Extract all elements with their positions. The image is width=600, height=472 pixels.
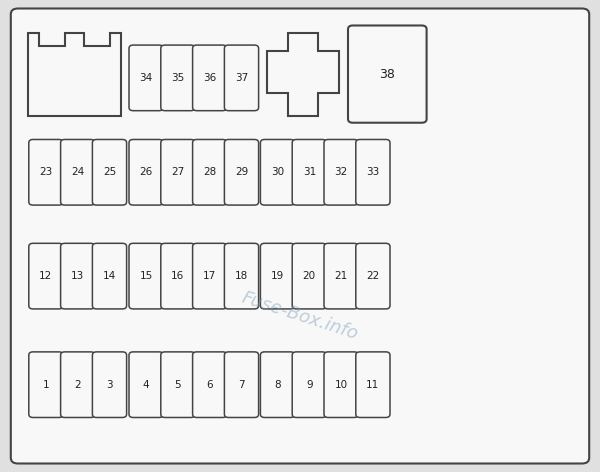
FancyBboxPatch shape	[61, 140, 95, 205]
Text: 35: 35	[171, 73, 185, 83]
FancyBboxPatch shape	[224, 244, 259, 309]
Polygon shape	[267, 33, 339, 116]
Text: 32: 32	[334, 167, 348, 177]
Text: 25: 25	[103, 167, 116, 177]
FancyBboxPatch shape	[224, 140, 259, 205]
Text: 11: 11	[366, 379, 380, 390]
FancyBboxPatch shape	[29, 244, 63, 309]
Text: 20: 20	[303, 271, 316, 281]
Text: 38: 38	[379, 67, 395, 81]
Text: 2: 2	[74, 379, 81, 390]
Text: 14: 14	[103, 271, 116, 281]
Text: 3: 3	[106, 379, 113, 390]
FancyBboxPatch shape	[193, 352, 227, 418]
FancyBboxPatch shape	[161, 140, 195, 205]
Text: 1: 1	[43, 379, 49, 390]
FancyBboxPatch shape	[61, 352, 95, 418]
FancyBboxPatch shape	[161, 244, 195, 309]
FancyBboxPatch shape	[129, 140, 163, 205]
Text: 18: 18	[235, 271, 248, 281]
Text: 26: 26	[139, 167, 153, 177]
FancyBboxPatch shape	[260, 140, 295, 205]
Text: 29: 29	[235, 167, 248, 177]
Text: 12: 12	[39, 271, 53, 281]
Text: 13: 13	[71, 271, 85, 281]
Text: 21: 21	[334, 271, 348, 281]
Text: 30: 30	[271, 167, 284, 177]
FancyBboxPatch shape	[292, 140, 326, 205]
Text: 19: 19	[271, 271, 284, 281]
Text: 24: 24	[71, 167, 85, 177]
FancyBboxPatch shape	[324, 140, 358, 205]
FancyBboxPatch shape	[92, 140, 127, 205]
FancyBboxPatch shape	[356, 244, 390, 309]
FancyBboxPatch shape	[260, 244, 295, 309]
Text: 23: 23	[39, 167, 53, 177]
FancyBboxPatch shape	[324, 244, 358, 309]
Text: 34: 34	[139, 73, 153, 83]
FancyBboxPatch shape	[193, 244, 227, 309]
Text: 31: 31	[302, 167, 316, 177]
FancyBboxPatch shape	[161, 352, 195, 418]
FancyBboxPatch shape	[356, 140, 390, 205]
FancyBboxPatch shape	[11, 8, 589, 464]
Text: 17: 17	[203, 271, 217, 281]
Text: 6: 6	[206, 379, 213, 390]
FancyBboxPatch shape	[224, 352, 259, 418]
FancyBboxPatch shape	[356, 352, 390, 418]
Text: 36: 36	[203, 73, 217, 83]
Text: 5: 5	[175, 379, 181, 390]
FancyBboxPatch shape	[29, 352, 63, 418]
Text: 10: 10	[335, 379, 347, 390]
FancyBboxPatch shape	[92, 244, 127, 309]
FancyBboxPatch shape	[260, 352, 295, 418]
Text: 15: 15	[139, 271, 153, 281]
Text: 22: 22	[366, 271, 380, 281]
Text: 33: 33	[366, 167, 380, 177]
Text: 9: 9	[306, 379, 313, 390]
Text: 16: 16	[171, 271, 185, 281]
FancyBboxPatch shape	[348, 25, 427, 123]
Text: 7: 7	[238, 379, 245, 390]
FancyBboxPatch shape	[292, 352, 326, 418]
FancyBboxPatch shape	[193, 140, 227, 205]
Text: 27: 27	[171, 167, 185, 177]
Text: 4: 4	[143, 379, 149, 390]
FancyBboxPatch shape	[161, 45, 195, 111]
Text: 28: 28	[203, 167, 217, 177]
FancyBboxPatch shape	[61, 244, 95, 309]
FancyBboxPatch shape	[92, 352, 127, 418]
FancyBboxPatch shape	[129, 352, 163, 418]
Text: Fuse-Box.info: Fuse-Box.info	[239, 289, 361, 344]
Text: 8: 8	[274, 379, 281, 390]
FancyBboxPatch shape	[129, 45, 163, 111]
Text: 37: 37	[235, 73, 248, 83]
FancyBboxPatch shape	[292, 244, 326, 309]
FancyBboxPatch shape	[224, 45, 259, 111]
FancyBboxPatch shape	[324, 352, 358, 418]
FancyBboxPatch shape	[29, 140, 63, 205]
Polygon shape	[28, 33, 121, 116]
FancyBboxPatch shape	[129, 244, 163, 309]
FancyBboxPatch shape	[193, 45, 227, 111]
